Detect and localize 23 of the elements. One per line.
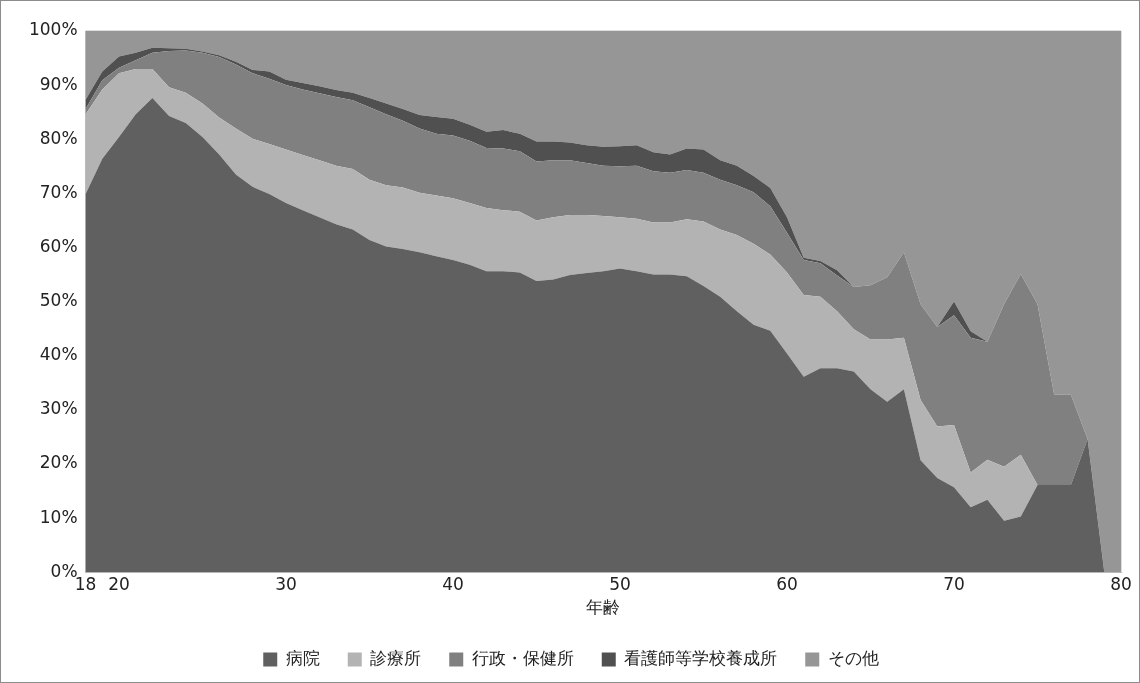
y-tick-label: 80% [39, 127, 78, 148]
x-tick-label: 40 [442, 573, 464, 594]
x-tick-label: 80 [1110, 573, 1132, 594]
y-tick-label: 60% [39, 235, 78, 256]
y-tick-label: 10% [39, 506, 78, 527]
x-axis-title: 年齢 [586, 597, 621, 618]
legend-label: 病院 [285, 647, 320, 668]
legend-label: 行政・保健所 [471, 647, 574, 668]
legend-label: その他 [827, 647, 879, 668]
y-tick-label: 90% [39, 73, 78, 94]
y-tick-label: 40% [39, 344, 78, 365]
legend-label: 看護師等学校養成所 [624, 647, 778, 668]
y-tick-label: 50% [39, 290, 78, 311]
legend-label: 診療所 [370, 647, 422, 668]
x-tick-label: 70 [943, 573, 965, 594]
y-tick-label: 100% [28, 19, 78, 40]
x-tick-label: 60 [776, 573, 798, 594]
y-tick-label: 20% [39, 452, 78, 473]
y-tick-label: 30% [39, 398, 78, 419]
x-tick-label: 20 [108, 573, 130, 594]
x-tick-label: 30 [275, 573, 297, 594]
y-tick-label: 70% [39, 181, 78, 202]
x-tick-label: 50 [609, 573, 631, 594]
